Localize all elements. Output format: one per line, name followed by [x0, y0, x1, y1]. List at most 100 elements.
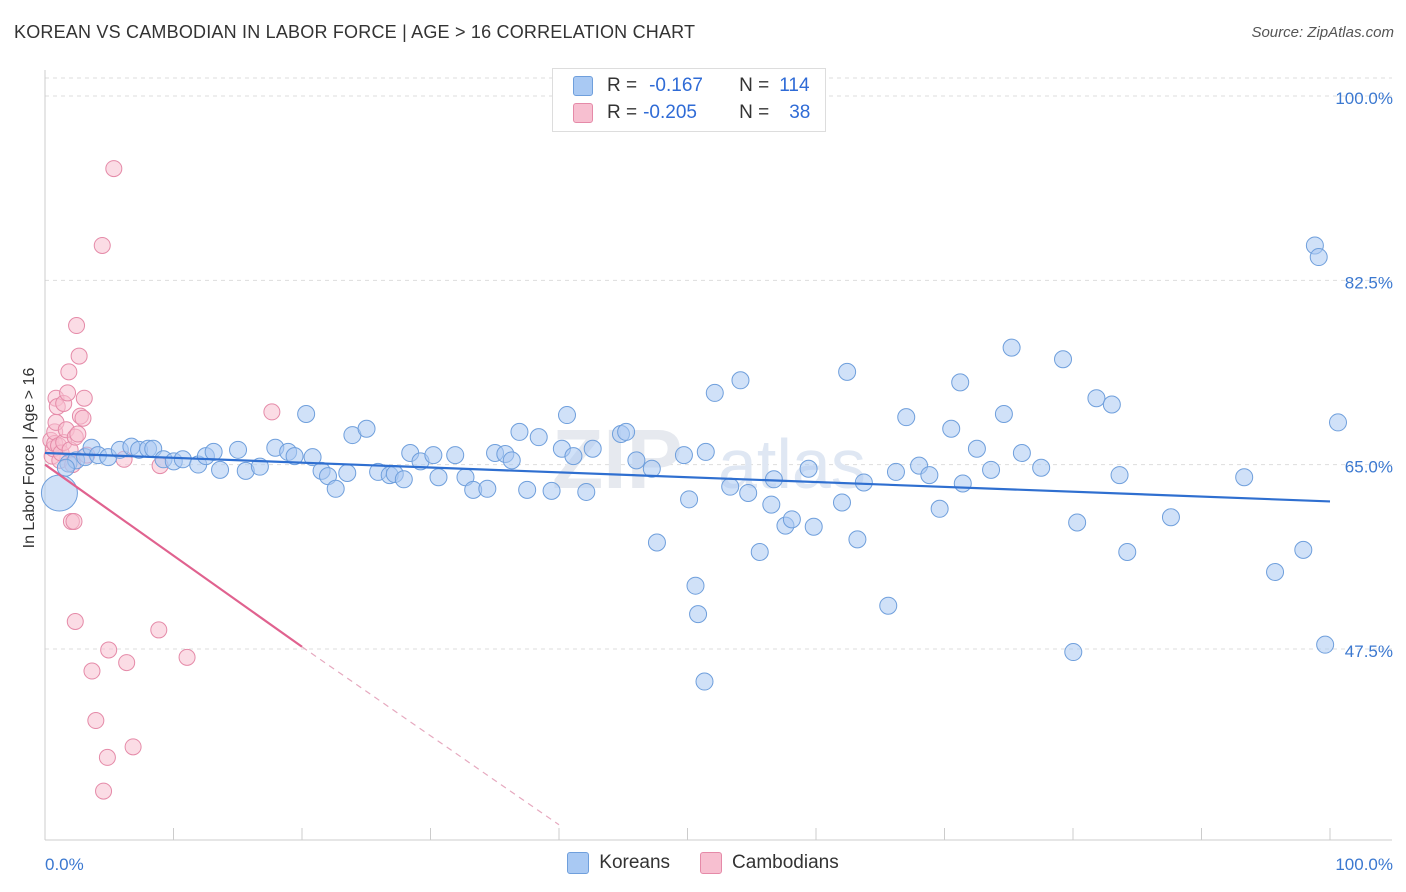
korean-point — [297, 405, 316, 423]
korean-point — [731, 371, 750, 390]
korean-point — [446, 446, 465, 465]
korean-point — [854, 473, 873, 492]
cambodian-point — [93, 236, 111, 254]
korean-point — [1102, 395, 1121, 414]
correlation-legend: R = -0.167 N = 114 R = -0.205 N = 38 — [552, 68, 826, 132]
cambodian-point — [178, 648, 196, 666]
korean-point — [686, 576, 705, 595]
korean-point — [879, 596, 898, 615]
korean-point — [510, 422, 529, 441]
korean-r-label: R = — [607, 75, 638, 96]
korean-point — [680, 490, 699, 509]
cambodian-r-value: -0.205 — [643, 102, 697, 123]
grid-lines — [45, 77, 1392, 650]
cambodian-n-value: 38 — [789, 102, 811, 123]
korean-point — [211, 460, 230, 479]
korean-point — [1235, 468, 1254, 487]
korean-point — [721, 477, 740, 496]
korean-point — [1309, 248, 1328, 267]
cambodian-series — [42, 160, 281, 800]
cambodian-swatch — [573, 103, 593, 123]
x-tick-label-left: 0.0% — [45, 855, 84, 874]
cambodians-swatch — [700, 852, 723, 874]
koreans-label: Koreans — [599, 852, 671, 873]
korean-point — [529, 428, 548, 447]
cambodians-label: Cambodians — [732, 852, 839, 873]
korean-point — [647, 533, 666, 552]
korean-point — [838, 362, 857, 381]
korean-point — [739, 484, 758, 502]
korean-point — [951, 373, 970, 392]
trend-lines — [44, 451, 1331, 826]
korean-point — [1064, 643, 1083, 662]
korean-point — [285, 447, 304, 466]
korean-point — [1316, 635, 1335, 654]
x-tick-label-right: 100.0% — [1335, 855, 1393, 874]
cambodian-point — [69, 425, 87, 443]
cambodian-point — [118, 654, 136, 672]
tick-labels: 100.0% 82.5% 65.0% 47.5% 0.0% 100.0% — [45, 89, 1393, 874]
korean-point — [394, 470, 413, 489]
korean-point — [942, 419, 961, 438]
korean-point — [696, 442, 715, 461]
korean-trend-line — [44, 451, 1331, 503]
chart-title: KOREAN VS CAMBODIAN IN LABOR FORCE | AGE… — [14, 22, 696, 42]
korean-point — [627, 451, 646, 470]
y-tick-label: 82.5% — [1345, 273, 1393, 292]
cambodian-point — [65, 512, 83, 530]
korean-point — [1087, 389, 1106, 408]
korean-point — [326, 479, 345, 498]
korean-point — [1294, 540, 1313, 559]
korean-point — [518, 480, 537, 499]
korean-point — [848, 530, 867, 549]
korean-point — [558, 406, 576, 425]
legend-row-cambodian: R = -0.205 N = 38 — [573, 101, 810, 125]
korean-point — [429, 468, 448, 487]
y-tick-label: 47.5% — [1345, 642, 1393, 661]
korean-r-value: -0.167 — [649, 75, 703, 96]
series-legend: Koreans Cambodians — [0, 852, 1406, 874]
korean-point — [338, 463, 357, 482]
korean-point — [930, 499, 949, 518]
korean-series — [40, 236, 1347, 691]
cambodian-point — [87, 712, 105, 730]
korean-point — [1161, 508, 1180, 527]
korean-point — [577, 482, 596, 501]
korean-point — [799, 459, 818, 478]
korean-point — [642, 459, 661, 478]
korean-point — [1032, 458, 1051, 477]
korean-point — [1054, 350, 1073, 369]
korean-point — [920, 466, 939, 485]
cambodian-point — [74, 409, 92, 427]
korean-n-label: N = — [739, 75, 770, 96]
cambodian-point — [98, 748, 116, 766]
y-axis-label: In Labor Force | Age > 16 — [21, 368, 38, 549]
cambodian-point — [75, 389, 93, 407]
korean-point — [674, 446, 693, 465]
cambodian-point — [70, 347, 88, 365]
cambodian-point — [150, 621, 168, 639]
korean-point — [617, 422, 636, 441]
korean-point — [204, 442, 223, 461]
korean-point — [250, 457, 269, 476]
korean-point — [303, 448, 322, 467]
korean-point — [695, 672, 714, 691]
y-tick-label: 65.0% — [1345, 458, 1393, 477]
korean-point — [886, 462, 905, 481]
korean-point — [832, 493, 851, 512]
legend-item-cambodians: Cambodians — [700, 852, 839, 874]
cambodian-point — [95, 782, 113, 800]
korean-point — [542, 481, 561, 500]
korean-point — [229, 440, 248, 459]
cambodian-point — [66, 613, 84, 631]
korean-point — [953, 474, 972, 493]
korean-point — [750, 542, 769, 561]
legend-item-koreans: Koreans — [567, 852, 670, 874]
korean-swatch — [573, 76, 593, 96]
korean-point — [56, 458, 75, 477]
cambodian-n-label: N = — [739, 102, 770, 123]
korean-point — [689, 605, 708, 624]
cambodian-point — [263, 403, 281, 421]
korean-point — [1329, 413, 1347, 432]
